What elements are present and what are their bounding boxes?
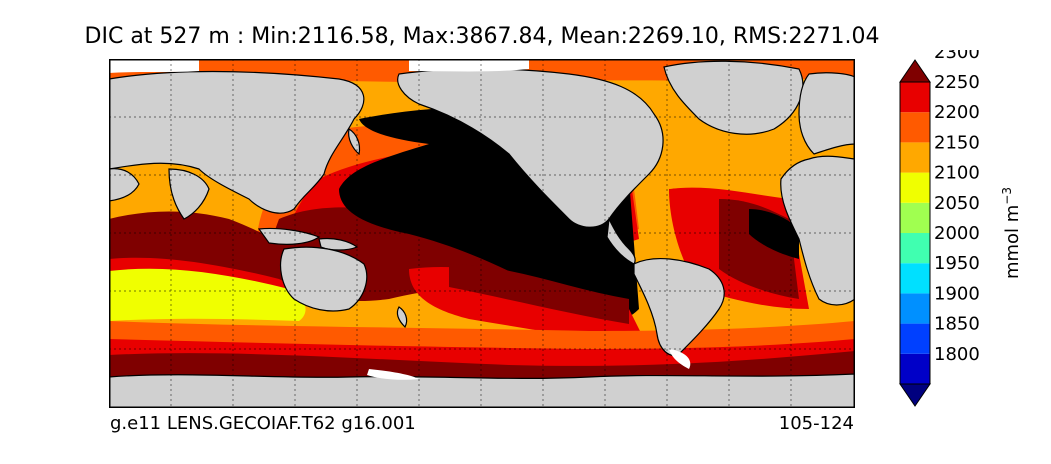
colorbar-bin <box>900 263 930 294</box>
colorbar-extend-top <box>899 59 931 83</box>
sepacific-darkred <box>449 264 629 324</box>
colorbar-tick-label: 1850 <box>934 314 980 335</box>
land-indonesia <box>257 227 321 245</box>
colorbar-bin <box>900 323 930 354</box>
colorbar-tick-label: 2000 <box>934 223 980 244</box>
land-arabia <box>109 168 140 202</box>
colorbar-extend-bottom <box>899 383 931 407</box>
colorbar-tick-label: 2300 <box>934 50 980 63</box>
colorbar-tick-label: 1800 <box>934 344 980 365</box>
map-title: DIC at 527 m : Min:2116.58, Max:3867.84,… <box>84 24 880 49</box>
colorbar-tick-label: 2050 <box>934 193 980 214</box>
colorbar-tick-label: 2100 <box>934 163 980 184</box>
graticule <box>109 59 855 408</box>
colorbar-bin <box>900 112 930 143</box>
colorbar-tick-label: 2200 <box>934 102 980 123</box>
colorbar-tick-label: 1950 <box>934 253 980 274</box>
years-label: 105-124 <box>778 413 854 434</box>
colorbar-bin <box>900 293 930 324</box>
colorbar: 1800 1850 1900 1950 2000 2050 2100 2150 2200 2250… <box>892 42 1042 420</box>
colorbar-bin <box>900 353 930 384</box>
dic-map <box>109 59 855 408</box>
land-north-america <box>397 68 664 228</box>
colorbar-tick-label: 2250 <box>934 72 980 93</box>
land-australia <box>280 246 368 312</box>
colorbar-tick-label: 1900 <box>934 283 980 304</box>
land-greenland <box>663 60 804 135</box>
land-south-america <box>633 258 725 356</box>
sindian-yellow <box>109 268 306 321</box>
indian-darkred <box>109 211 309 284</box>
land-africa <box>780 155 855 306</box>
land-eurasia <box>109 70 365 214</box>
land-central-america <box>606 216 636 265</box>
land-japan <box>348 128 361 156</box>
colorbar-bin <box>900 172 930 203</box>
colorbar-bin <box>900 142 930 173</box>
case-name-label: g.e11 LENS.GECOIAF.T62 g16.001 <box>110 413 416 434</box>
colorbar-bin <box>900 202 930 233</box>
colorbar-frame <box>899 81 931 385</box>
colorbar-unit-label: mmol m−3 <box>1000 187 1023 279</box>
land-india <box>168 168 210 220</box>
colorbar-tick-label: 2150 <box>934 132 980 153</box>
land-new-zealand <box>396 306 408 329</box>
colorbar-bin <box>900 233 930 264</box>
land-antarctica <box>109 373 855 408</box>
colorbar-bin <box>900 82 930 113</box>
atlantic-black <box>749 209 799 259</box>
land-europe <box>798 72 855 155</box>
